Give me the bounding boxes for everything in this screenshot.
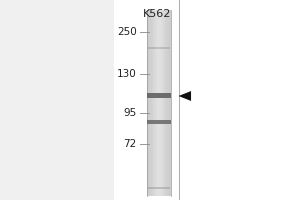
Bar <box>157 10 158 196</box>
Bar <box>167 10 168 196</box>
Bar <box>164 10 165 196</box>
Bar <box>153 10 154 196</box>
Text: K562: K562 <box>143 9 172 19</box>
Bar <box>169 10 170 196</box>
Bar <box>158 10 159 196</box>
Bar <box>163 10 164 196</box>
Bar <box>147 120 171 124</box>
Bar <box>154 10 155 196</box>
Bar <box>161 10 162 196</box>
Bar <box>114 0 300 200</box>
Text: 250: 250 <box>117 27 136 37</box>
Text: 72: 72 <box>123 139 136 149</box>
Bar <box>162 10 163 196</box>
Text: 95: 95 <box>123 108 136 118</box>
Bar <box>152 10 153 196</box>
Bar <box>149 10 150 196</box>
Bar <box>151 10 152 196</box>
Bar <box>148 47 170 49</box>
Text: 130: 130 <box>117 69 136 79</box>
Bar <box>169 10 170 196</box>
Bar <box>148 187 170 189</box>
Bar <box>156 10 157 196</box>
Bar <box>165 10 166 196</box>
Bar <box>147 10 148 196</box>
Bar <box>160 10 161 196</box>
Bar <box>147 93 171 98</box>
Bar <box>150 10 151 196</box>
Bar <box>155 10 156 196</box>
Bar <box>148 10 149 196</box>
Bar <box>168 10 169 196</box>
Bar <box>170 10 171 196</box>
Polygon shape <box>178 91 191 101</box>
Bar <box>166 10 167 196</box>
Bar <box>159 10 160 196</box>
